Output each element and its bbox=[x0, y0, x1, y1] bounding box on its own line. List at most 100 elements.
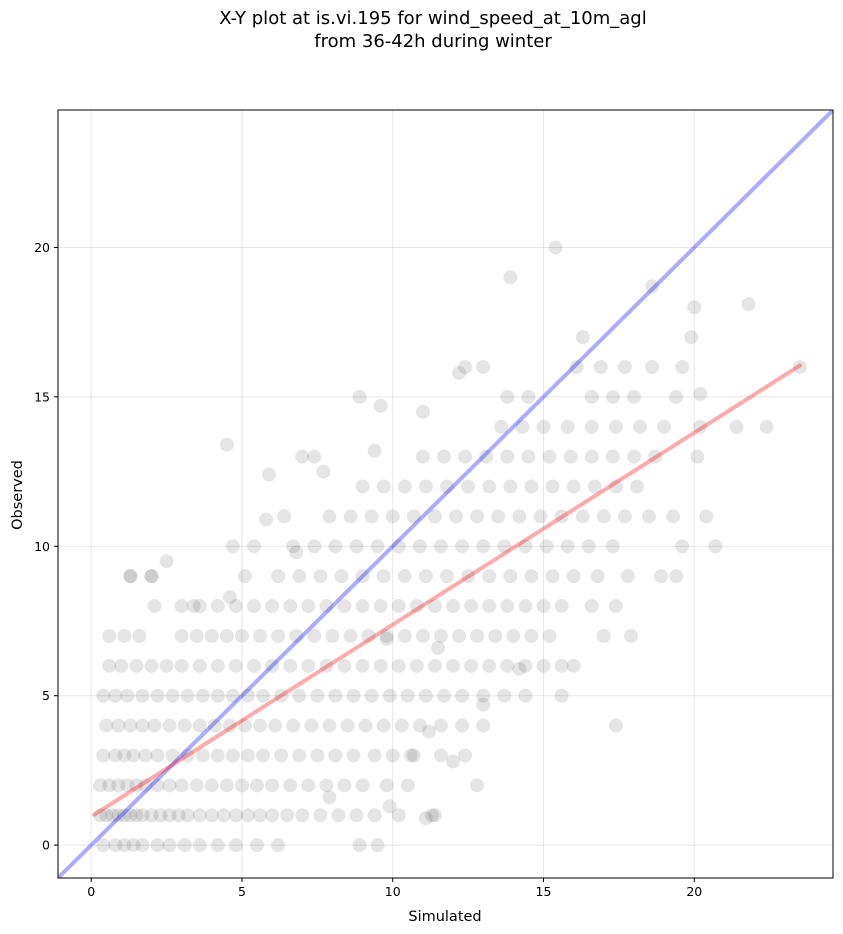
data-point bbox=[633, 419, 648, 434]
data-point bbox=[93, 808, 108, 823]
data-point bbox=[482, 599, 497, 614]
data-point bbox=[322, 790, 337, 805]
data-point bbox=[654, 569, 669, 584]
data-point bbox=[301, 778, 316, 793]
data-point bbox=[129, 808, 144, 823]
data-point bbox=[331, 808, 346, 823]
data-point bbox=[192, 718, 207, 733]
data-point bbox=[669, 569, 684, 584]
data-point bbox=[271, 628, 286, 643]
data-point bbox=[102, 658, 117, 673]
data-point bbox=[584, 599, 599, 614]
data-point bbox=[400, 688, 415, 703]
data-point bbox=[117, 748, 132, 763]
y-tick-label: 20 bbox=[34, 240, 50, 255]
data-point bbox=[256, 748, 271, 763]
data-point bbox=[283, 658, 298, 673]
data-point bbox=[240, 748, 255, 763]
data-point bbox=[759, 419, 774, 434]
data-point bbox=[545, 569, 560, 584]
data-point bbox=[433, 718, 448, 733]
data-point bbox=[488, 628, 503, 643]
data-point bbox=[412, 539, 427, 554]
data-point bbox=[554, 688, 569, 703]
data-point bbox=[153, 808, 168, 823]
data-point bbox=[518, 688, 533, 703]
data-point bbox=[364, 688, 379, 703]
data-point bbox=[307, 628, 322, 643]
data-point bbox=[210, 838, 225, 853]
data-point bbox=[271, 838, 286, 853]
identity-line bbox=[58, 110, 833, 878]
data-point bbox=[108, 748, 123, 763]
data-point bbox=[105, 808, 120, 823]
data-point bbox=[289, 545, 304, 560]
data-point bbox=[470, 628, 485, 643]
data-point bbox=[192, 599, 207, 614]
data-point bbox=[521, 389, 536, 404]
chart-title-line-2: from 36-42h during winter bbox=[314, 31, 552, 52]
data-point bbox=[608, 479, 623, 494]
data-point bbox=[415, 404, 430, 419]
data-point bbox=[376, 479, 391, 494]
data-point bbox=[253, 808, 268, 823]
data-point bbox=[545, 479, 560, 494]
data-point bbox=[503, 569, 518, 584]
data-point bbox=[207, 718, 222, 733]
data-point bbox=[210, 688, 225, 703]
data-point bbox=[250, 838, 265, 853]
data-point bbox=[123, 569, 138, 584]
data-point bbox=[584, 419, 599, 434]
data-point bbox=[608, 599, 623, 614]
data-point bbox=[328, 748, 343, 763]
data-point bbox=[210, 748, 225, 763]
data-point bbox=[418, 479, 433, 494]
data-point bbox=[93, 778, 108, 793]
axis-ticks: 0 5 10 15 20 0 5 10 15 20 bbox=[34, 240, 702, 899]
data-point bbox=[373, 658, 388, 673]
data-point bbox=[349, 539, 364, 554]
data-point bbox=[391, 599, 406, 614]
data-point bbox=[150, 748, 165, 763]
data-point bbox=[566, 569, 581, 584]
data-point bbox=[605, 449, 620, 464]
y-tick-label: 5 bbox=[42, 688, 50, 703]
data-point bbox=[111, 718, 126, 733]
data-point bbox=[482, 479, 497, 494]
data-point bbox=[397, 479, 412, 494]
data-point bbox=[458, 449, 473, 464]
data-point bbox=[500, 599, 515, 614]
data-point bbox=[446, 658, 461, 673]
data-point bbox=[554, 658, 569, 673]
data-point bbox=[162, 838, 177, 853]
data-point bbox=[295, 808, 310, 823]
data-point bbox=[259, 512, 274, 527]
data-point bbox=[394, 718, 409, 733]
data-point bbox=[289, 628, 304, 643]
data-point bbox=[455, 718, 470, 733]
data-point bbox=[328, 539, 343, 554]
data-point bbox=[626, 389, 641, 404]
data-point bbox=[406, 748, 421, 763]
data-point bbox=[518, 539, 533, 554]
data-point bbox=[295, 449, 310, 464]
data-point bbox=[237, 718, 252, 733]
data-point bbox=[382, 688, 397, 703]
data-point bbox=[225, 688, 240, 703]
data-point bbox=[675, 539, 690, 554]
data-point bbox=[265, 778, 280, 793]
data-point bbox=[343, 628, 358, 643]
data-point bbox=[144, 658, 159, 673]
data-point bbox=[433, 628, 448, 643]
data-point bbox=[313, 808, 328, 823]
data-point bbox=[219, 778, 234, 793]
data-point bbox=[391, 539, 406, 554]
fit-line bbox=[92, 363, 802, 817]
data-point bbox=[204, 808, 219, 823]
y-tick-label: 10 bbox=[34, 539, 50, 554]
data-point bbox=[355, 778, 370, 793]
data-point bbox=[476, 359, 491, 374]
data-point bbox=[96, 838, 111, 853]
data-point bbox=[108, 688, 123, 703]
